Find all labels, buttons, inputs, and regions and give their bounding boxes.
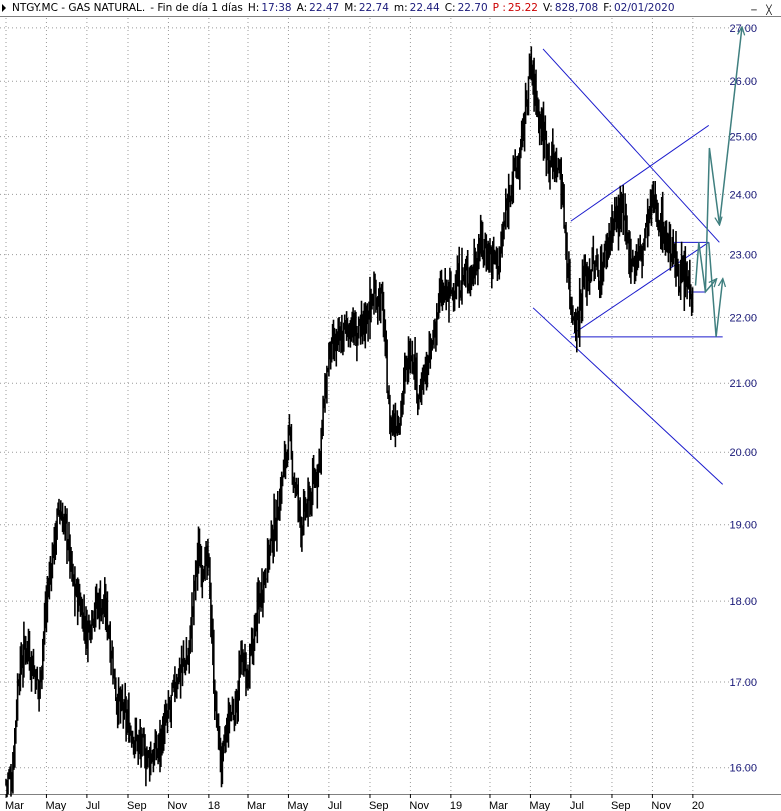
volume-label: V: [542, 2, 553, 14]
time-label: H: [247, 2, 260, 14]
x-tick-label: 20 [692, 800, 704, 811]
trendline [542, 48, 720, 243]
collapse-arrow-icon[interactable] [2, 4, 6, 12]
time-axis: Mar May Jul Sep Nov 18 Mar May Jul Sep Nov 19 Mar May… [5, 794, 704, 811]
y-tick-label: 17.00 [729, 677, 757, 689]
y-tick-label: 24.00 [729, 189, 757, 201]
x-tick-label: Jul [570, 800, 584, 811]
chart-header: NTGY.MC - GAS NATURAL. - Fin de día 1 día… [0, 0, 781, 16]
projection-arrow [718, 28, 742, 225]
x-tick-label: Mar [489, 800, 508, 811]
high-label: M: [344, 2, 357, 14]
x-tick-label: 19 [450, 800, 462, 811]
projection-arrow [694, 242, 717, 294]
ticker-label: NTGY.MC - GAS NATURAL. [12, 2, 146, 14]
y-tick-label: 27.00 [729, 23, 757, 35]
x-tick-label: Nov [409, 800, 429, 811]
price-axis: 27.00 26.00 25.00 24.00 23.00 22.00 21.00 20.00… [729, 23, 757, 775]
date-label: F: [603, 2, 612, 14]
y-tick-label: 20.00 [729, 447, 757, 459]
time-value: 17:38 [261, 2, 292, 14]
open-label: A: [296, 2, 308, 14]
x-tick-label: 18 [208, 800, 220, 811]
volume-value: 828,708 [554, 2, 599, 14]
projection-arrow [708, 242, 723, 337]
x-tick-label: Nov [167, 800, 187, 811]
x-tick-label: Sep [611, 800, 631, 811]
low-value: 22.44 [409, 2, 440, 14]
trendline [532, 307, 724, 485]
window-buttons: ─ ╳ [749, 3, 779, 19]
x-tick-label: Mar [247, 800, 266, 811]
date-value: 02/01/2020 [614, 2, 675, 14]
grid [0, 18, 760, 794]
trendline [570, 124, 710, 222]
low-label: m: [393, 2, 408, 14]
y-tick-label: 22.00 [729, 312, 757, 324]
close-icon[interactable]: ╳ [766, 6, 772, 16]
x-tick-label: Sep [369, 800, 389, 811]
x-tick-label: May [45, 800, 66, 811]
x-tick-label: Nov [651, 800, 671, 811]
x-tick-label: May [287, 800, 308, 811]
y-tick-label: 25.00 [729, 132, 757, 144]
trendline [573, 241, 710, 334]
x-tick-label: Mar [5, 800, 24, 811]
close-label: C: [444, 2, 456, 14]
y-tick-label: 16.00 [729, 763, 757, 775]
y-tick-label: 19.00 [729, 520, 757, 532]
x-tick-label: Sep [127, 800, 147, 811]
y-tick-label: 21.00 [729, 378, 757, 390]
header-readout: NTGY.MC - GAS NATURAL. - Fin de día 1 día… [12, 0, 680, 16]
open-value: 22.47 [309, 2, 340, 14]
projection-arrows [694, 28, 742, 337]
price-series [5, 46, 694, 798]
x-tick-label: Jul [86, 800, 100, 811]
close-value: 22.70 [457, 2, 488, 14]
minimize-icon[interactable]: ─ [751, 6, 757, 16]
price-bars [5, 46, 694, 798]
y-tick-label: 18.00 [729, 596, 757, 608]
high-value: 22.74 [358, 2, 389, 14]
x-tick-label: Jul [328, 800, 342, 811]
period-label: - Fin de día 1 días [150, 2, 243, 14]
p-label: P : [492, 2, 506, 14]
y-tick-label: 23.00 [729, 250, 757, 262]
projection-arrow [704, 147, 719, 292]
p-value: 25.22 [507, 2, 538, 14]
x-tick-label: May [529, 800, 550, 811]
trendlines [532, 48, 724, 485]
y-tick-label: 26.00 [729, 76, 757, 88]
